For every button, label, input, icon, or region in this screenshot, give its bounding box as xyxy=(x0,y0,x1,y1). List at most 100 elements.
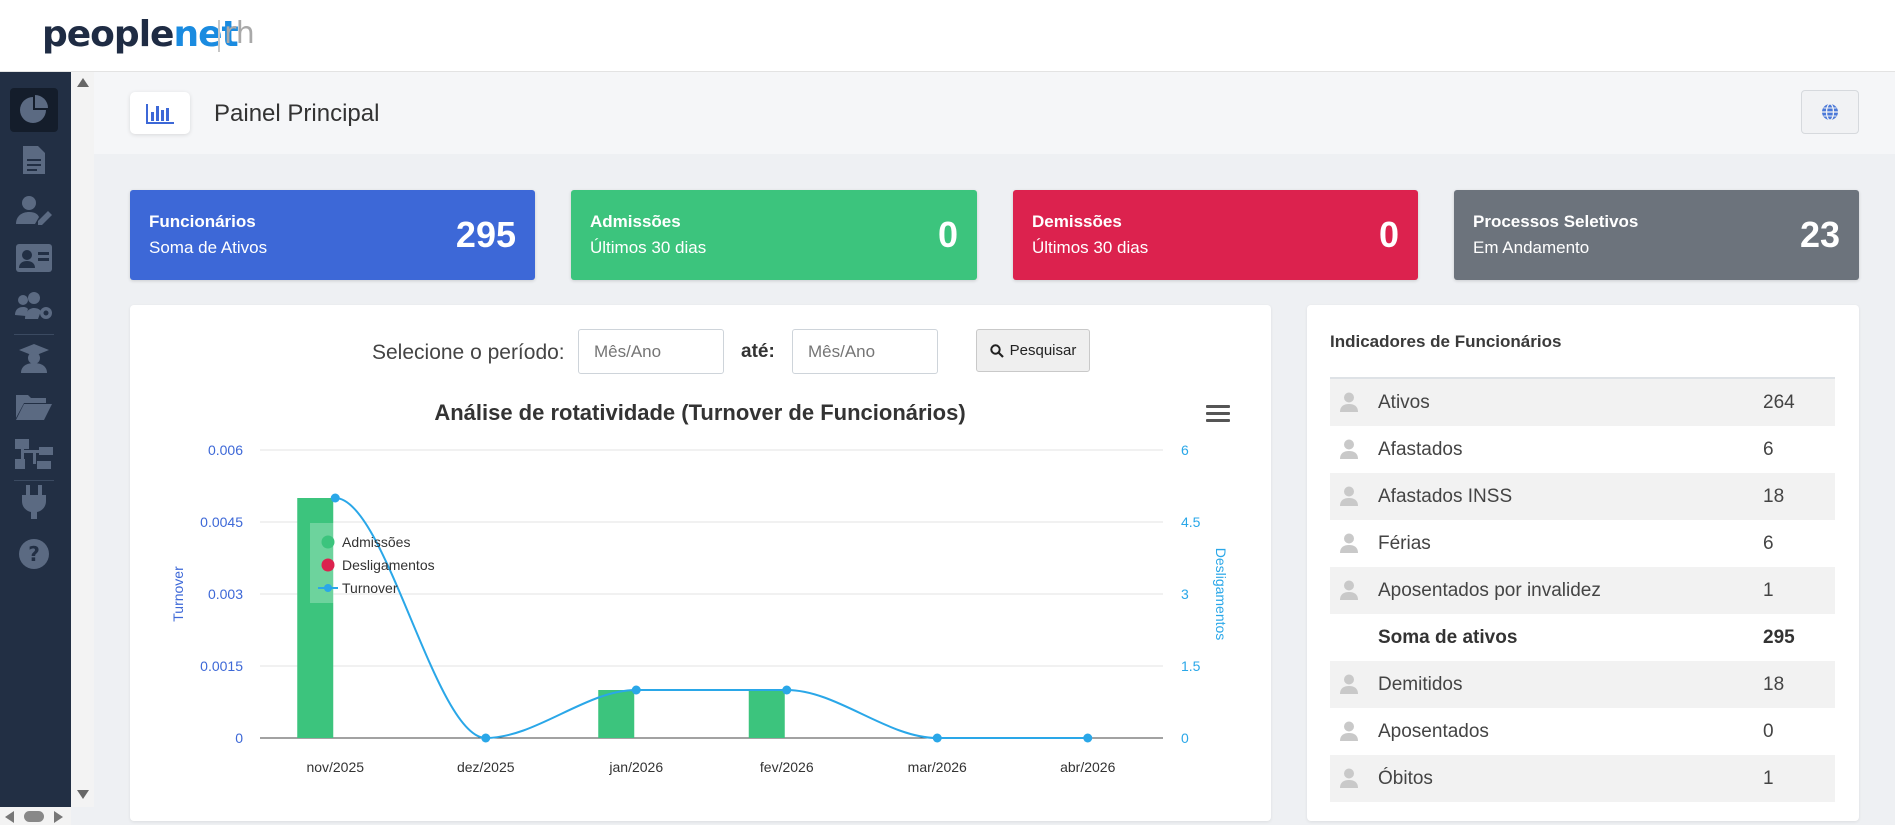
sidebar-item-help[interactable]: ? xyxy=(10,532,58,576)
top-bar: peoplenet rh xyxy=(0,0,1895,72)
sidebar-item-org-chart[interactable] xyxy=(10,432,58,476)
x-tick-label: mar/2026 xyxy=(908,759,967,775)
person-icon-wrap xyxy=(1340,721,1358,746)
sidebar-item-id-card[interactable] xyxy=(10,236,58,280)
person-icon-wrap xyxy=(1340,768,1358,793)
sidebar-item-folders[interactable] xyxy=(10,384,58,428)
indicator-label: Aposentados por invalidez xyxy=(1378,580,1601,601)
scroll-thumb[interactable] xyxy=(24,811,44,822)
sidebar-divider xyxy=(14,334,54,335)
legend-background xyxy=(310,523,334,603)
person-icon xyxy=(1340,533,1358,553)
period-to-label: até: xyxy=(741,341,775,362)
person-icon xyxy=(1340,439,1358,459)
card-demissoes[interactable]: Demissões Últimos 30 dias 0 xyxy=(1013,190,1418,280)
card-processos-seletivos[interactable]: Processos Seletivos Em Andamento 23 xyxy=(1454,190,1859,280)
globe-icon xyxy=(1822,103,1838,121)
language-button[interactable] xyxy=(1801,90,1859,134)
y2-tick-label: 6 xyxy=(1181,442,1189,458)
sidebar-item-integrations[interactable] xyxy=(10,480,58,524)
person-icon-wrap xyxy=(1340,439,1358,464)
y2-tick-label: 4.5 xyxy=(1181,514,1201,530)
sidebar-item-user-edit[interactable] xyxy=(10,188,58,232)
card-funcionarios[interactable]: Funcionários Soma de Ativos 295 xyxy=(130,190,535,280)
sidebar-item-users-cog[interactable] xyxy=(10,284,58,328)
x-tick-label: jan/2026 xyxy=(608,759,663,775)
indicator-row: Afastados INSS 18 xyxy=(1330,473,1835,520)
sidebar-item-training[interactable] xyxy=(10,336,58,380)
person-icon-wrap xyxy=(1340,674,1358,699)
indicator-row: Demitidos 18 xyxy=(1330,661,1835,708)
indicator-value: 0 xyxy=(1763,721,1774,742)
scroll-down-arrow[interactable] xyxy=(77,790,89,799)
scroll-left-arrow[interactable] xyxy=(5,811,14,823)
indicator-label: Aposentados xyxy=(1378,721,1489,742)
sidebar-item-documents[interactable] xyxy=(10,138,58,182)
card-admissoes[interactable]: Admissões Últimos 30 dias 0 xyxy=(571,190,977,280)
indicator-value: 264 xyxy=(1763,392,1795,413)
horizontal-scrollbar[interactable] xyxy=(0,807,71,825)
page-title: Painel Principal xyxy=(214,100,380,127)
sidebar-item-dashboard[interactable] xyxy=(10,88,58,132)
card-title: Demissões xyxy=(1032,212,1122,231)
indicator-value: 18 xyxy=(1763,486,1785,507)
scroll-up-arrow[interactable] xyxy=(77,78,89,87)
y2-tick-label: 0 xyxy=(1181,730,1189,746)
y2-tick-label: 1.5 xyxy=(1181,658,1201,674)
indicator-value: 1 xyxy=(1763,768,1774,789)
indicator-total-row: Soma de ativos 295 xyxy=(1330,614,1835,661)
person-icon xyxy=(1340,486,1358,506)
y2-axis-title: Desligamentos xyxy=(1213,548,1229,641)
turnover-point xyxy=(330,493,340,503)
indicator-row: Afastados 6 xyxy=(1330,426,1835,473)
bar-admissoes xyxy=(598,690,635,738)
chart-menu-icon[interactable] xyxy=(1206,405,1230,425)
svg-text:?: ? xyxy=(28,542,40,566)
indicator-value: 295 xyxy=(1763,627,1795,648)
users-cog-icon xyxy=(15,292,52,319)
indicator-label: Soma de ativos xyxy=(1378,627,1518,648)
card-title: Admissões xyxy=(590,212,681,231)
search-icon xyxy=(989,343,1004,358)
bar-chart-icon xyxy=(146,104,174,124)
x-tick-label: fev/2026 xyxy=(760,759,814,775)
pie-chart-icon xyxy=(20,95,48,123)
y-tick-label: 0.0045 xyxy=(200,514,243,530)
indicator-row: Ativos 264 xyxy=(1330,379,1835,426)
card-subtitle: Últimos 30 dias xyxy=(590,238,707,257)
plug-icon xyxy=(22,485,46,519)
y-axis-title: Turnover xyxy=(170,566,186,622)
y-tick-label: 0.0015 xyxy=(200,658,243,674)
person-icon xyxy=(1340,768,1358,788)
turnover-chart: 0 0.0015 0.003 0.0045 0.006 0 1.5 3 4.5 6 Turnover… xyxy=(170,442,1229,775)
period-from-input[interactable] xyxy=(578,329,724,374)
logo-text-accent: net xyxy=(173,14,238,55)
person-icon-wrap xyxy=(1340,486,1358,511)
indicator-value: 1 xyxy=(1763,580,1774,601)
period-label: Selecione o período: xyxy=(372,341,565,364)
indicator-value: 6 xyxy=(1763,533,1774,554)
indicators-table: Ativos 264 Afastados 6 Afastados INSS 18 Féria… xyxy=(1330,377,1835,802)
indicator-row: Óbitos 1 xyxy=(1330,755,1835,802)
logo-suffix: rh xyxy=(224,16,255,51)
card-subtitle: Em Andamento xyxy=(1473,238,1590,257)
search-button[interactable]: Pesquisar xyxy=(976,329,1090,372)
peoplenet-logo[interactable]: peoplenet xyxy=(42,14,239,55)
y-tick-label: 0.006 xyxy=(208,442,243,458)
indicators-title: Indicadores de Funcionários xyxy=(1330,332,1562,351)
person-icon xyxy=(1340,392,1358,412)
indicator-value: 18 xyxy=(1763,674,1785,695)
person-icon xyxy=(1340,580,1358,600)
logo-divider xyxy=(218,20,220,52)
turnover-panel: Selecione o período: até: Pesquisar Anál… xyxy=(130,305,1271,821)
period-to-input[interactable] xyxy=(792,329,938,374)
chart-title: Análise de rotatividade (Turnover de Fun… xyxy=(434,400,966,425)
scroll-right-arrow[interactable] xyxy=(54,811,63,823)
sidebar-divider xyxy=(14,480,54,481)
y2-tick-label: 3 xyxy=(1181,586,1189,602)
page-header: Painel Principal xyxy=(94,72,1895,154)
graduate-icon xyxy=(19,344,49,373)
card-title: Funcionários xyxy=(149,212,256,231)
sidebar-scrollbar[interactable] xyxy=(71,72,94,807)
indicator-label: Afastados xyxy=(1378,439,1463,460)
